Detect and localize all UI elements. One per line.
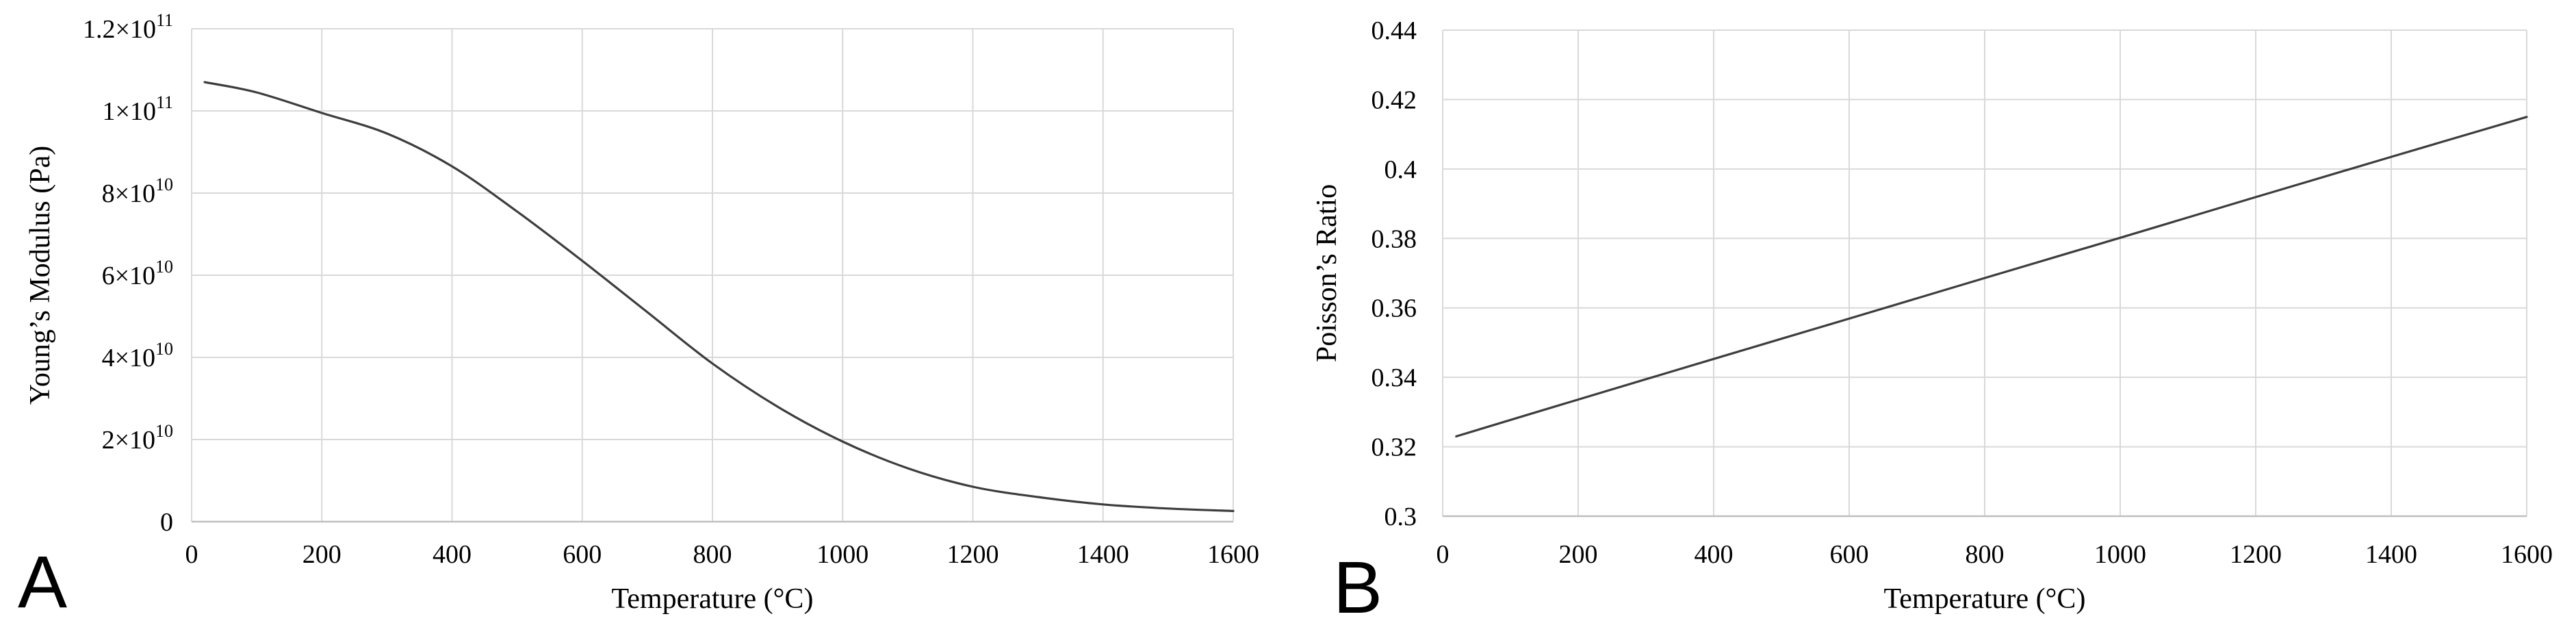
x-tick-label: 200 (1559, 540, 1598, 569)
x-tick-label: 0 (185, 540, 198, 569)
y-tick-label: 0.42 (1371, 86, 1417, 114)
y-tick-label: 0.36 (1371, 294, 1417, 323)
y-tick-label: 4×1010 (102, 339, 173, 372)
y-tick-label: 0.32 (1371, 433, 1417, 462)
y-tick-label: 0.38 (1371, 225, 1417, 253)
y-tick-label: 2×1010 (102, 421, 173, 455)
y-axis-title: Poisson’s Ratio (1311, 184, 1343, 362)
x-tick-label: 1200 (947, 540, 999, 569)
series-line (1455, 116, 2528, 437)
y-tick-label: 0 (160, 508, 173, 537)
x-axis-title: Temperature (°C) (1884, 583, 2086, 615)
x-tick-label: 600 (563, 540, 602, 569)
x-tick-label: 800 (1966, 540, 2005, 569)
y-tick-label: 0.34 (1371, 364, 1417, 392)
x-tick-label: 1200 (2230, 540, 2282, 569)
y-axis-title: Young’s Modulus (Pa) (25, 146, 56, 405)
y-tick-label: 0.44 (1371, 16, 1417, 45)
x-tick-label: 1400 (2365, 540, 2417, 569)
x-tick-label: 0 (1437, 540, 1450, 569)
panel-letter-a: A (18, 540, 68, 623)
y-tick-label: 8×1010 (102, 175, 173, 208)
x-tick-label: 600 (1830, 540, 1869, 569)
x-tick-label: 400 (433, 540, 472, 569)
y-tick-label: 1.2×1011 (83, 10, 173, 44)
y-tick-label: 1×1011 (103, 92, 173, 126)
x-tick-label: 1600 (2501, 540, 2553, 569)
x-tick-label: 800 (693, 540, 732, 569)
x-tick-label: 1000 (2094, 540, 2146, 569)
x-tick-label: 400 (1695, 540, 1734, 569)
x-tick-label: 200 (302, 540, 342, 569)
y-tick-label: 0.3 (1384, 503, 1417, 531)
series-line (203, 81, 1235, 512)
x-axis-title: Temperature (°C) (612, 583, 814, 615)
panel-letter-b: B (1333, 546, 1383, 628)
y-tick-label: 6×1010 (102, 257, 173, 290)
x-tick-label: 1400 (1077, 540, 1129, 569)
x-tick-label: 1000 (816, 540, 868, 569)
y-tick-label: 0.4 (1384, 155, 1417, 184)
x-tick-label: 1600 (1207, 540, 1259, 569)
